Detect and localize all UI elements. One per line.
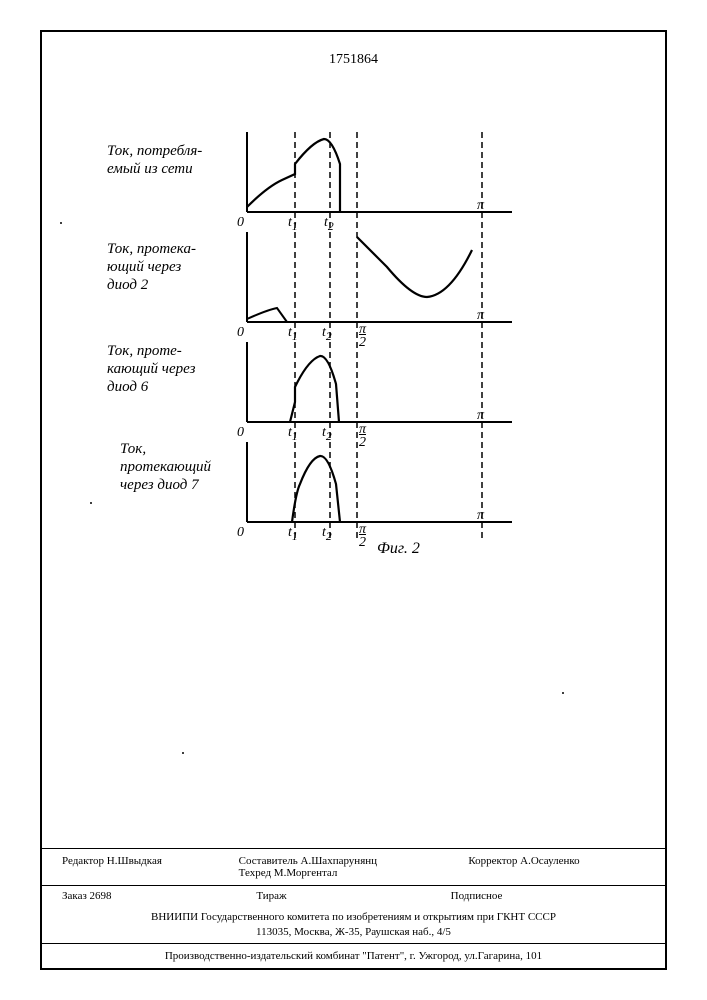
r4-tick-pi2: π2 — [359, 524, 366, 549]
r3-tick-t2: t2 — [322, 425, 332, 443]
footer: Редактор Н.Швыдкая Составитель А.Шахпару… — [42, 848, 665, 968]
printer: Производственно-издательский комбинат "П… — [42, 944, 665, 968]
tech: Техред М.Моргентал — [239, 867, 469, 879]
noise-dot — [60, 222, 62, 224]
corrector: Корректор А.Осауленко — [468, 855, 645, 879]
r1-tick-t1: t1 — [288, 215, 298, 233]
r3-tick-0: 0 — [237, 425, 244, 441]
r1-curve — [247, 139, 340, 212]
page-frame: 1751864 Ток, потре — [40, 30, 667, 970]
chart-area: Ток, потребля-емый из сети Ток, протека-… — [72, 112, 632, 632]
order-number: Заказ 2698 — [62, 890, 256, 902]
institute-line2: 113035, Москва, Ж-35, Раушская наб., 4/5 — [256, 926, 451, 938]
noise-dot — [182, 752, 184, 754]
institute-line1: ВНИИПИ Государственного комитета по изоб… — [151, 911, 556, 923]
compiler: Составитель А.Шахпарунянц — [239, 855, 469, 867]
r1-tick-t2: t2 — [324, 215, 334, 233]
r4-tick-t1: t1 — [288, 525, 298, 543]
r3-curve — [290, 356, 339, 422]
order-row: Заказ 2698 Тираж Подписное — [42, 886, 665, 906]
r1-tick-pi: π — [477, 198, 484, 214]
r4-label: Ток,протекающийчерез диод 7 — [120, 440, 211, 494]
r2-tick-t1: t1 — [288, 325, 298, 343]
signed: Подписное — [451, 890, 645, 902]
r3-tick-pi2: π2 — [359, 424, 366, 449]
r4-tick-0: 0 — [237, 525, 244, 541]
r3-label: Ток, проте-кающий черездиод 6 — [107, 342, 195, 396]
r2-tick-0: 0 — [237, 325, 244, 341]
r2-small — [247, 308, 287, 322]
r2-tick-pi2: π2 — [359, 324, 366, 349]
editor: Редактор Н.Швыдкая — [62, 855, 239, 879]
r4-tick-pi: π — [477, 508, 484, 524]
institute: ВНИИПИ Государственного комитета по изоб… — [42, 906, 665, 944]
patent-number: 1751864 — [329, 52, 378, 68]
r1-label: Ток, потребля-емый из сети — [107, 142, 202, 178]
r3-tick-t1: t1 — [288, 425, 298, 443]
print-run: Тираж — [256, 890, 450, 902]
r1-tick-0: 0 — [237, 215, 244, 231]
r4-curve — [292, 456, 340, 522]
r2-tick-pi: π — [477, 308, 484, 324]
noise-dot — [90, 502, 92, 504]
r3-tick-pi: π — [477, 408, 484, 424]
credits-row: Редактор Н.Швыдкая Составитель А.Шахпару… — [42, 849, 665, 886]
figure-caption: Фиг. 2 — [377, 540, 420, 558]
r2-label: Ток, протека-ющий черездиод 2 — [107, 240, 196, 294]
noise-dot — [562, 692, 564, 694]
r2-tick-t2: t2 — [322, 325, 332, 343]
r2-dip — [357, 237, 472, 297]
r4-tick-t2: t2 — [322, 525, 332, 543]
